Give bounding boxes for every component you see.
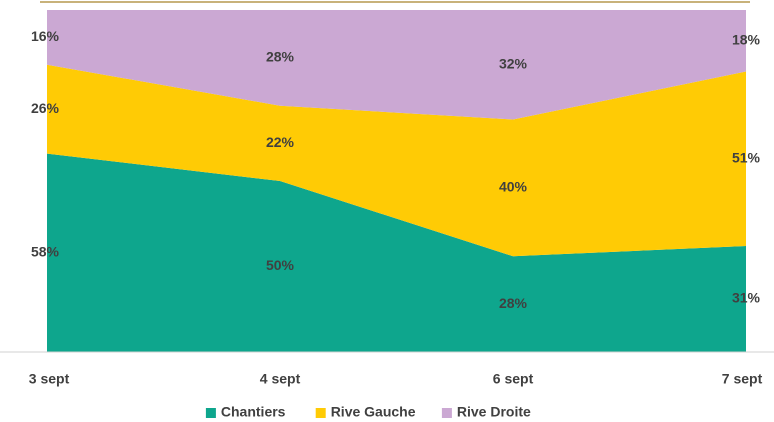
- legend-swatch: [315, 408, 326, 418]
- data-label: 26%: [31, 100, 60, 116]
- data-label: 58%: [31, 244, 60, 260]
- legend-label: Rive Droite: [457, 404, 531, 420]
- x-tick-label: 3 sept: [29, 371, 70, 387]
- legend-label: Rive Gauche: [331, 404, 416, 420]
- data-label: 28%: [499, 295, 528, 311]
- legend-label: Chantiers: [221, 404, 286, 420]
- x-tick-label: 6 sept: [493, 371, 534, 387]
- data-label: 31%: [732, 290, 761, 306]
- data-label: 22%: [266, 134, 295, 150]
- data-label: 40%: [499, 179, 528, 195]
- x-tick-label: 7 sept: [722, 371, 763, 387]
- area: [47, 10, 746, 120]
- data-label: 16%: [31, 28, 60, 44]
- legend-swatch: [441, 408, 452, 418]
- data-label: 18%: [732, 31, 761, 47]
- area: [47, 153, 746, 352]
- legend-swatch: [205, 408, 216, 418]
- data-label: 51%: [732, 149, 761, 165]
- area: [47, 64, 746, 257]
- data-label: 32%: [499, 55, 528, 71]
- x-tick-label: 4 sept: [260, 371, 301, 387]
- data-label: 50%: [266, 257, 295, 273]
- data-label: 28%: [266, 49, 295, 65]
